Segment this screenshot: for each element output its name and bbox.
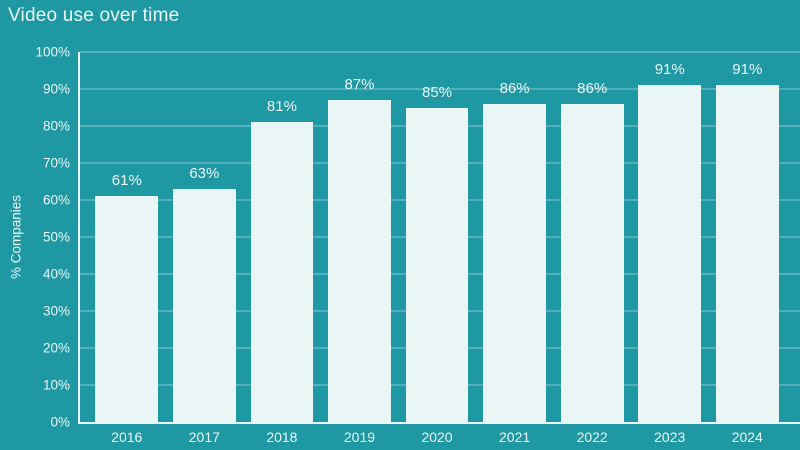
y-axis-labels: 0% 10% 20% 30% 40% 50% 60% 70% 80% 90% 100% — [0, 45, 70, 430]
x-tick-label-2018: 2018 — [266, 429, 298, 445]
y-tick-label-20: 20% — [42, 340, 70, 356]
bar-2021 — [483, 103, 546, 422]
bar-column-2024: 91% 2024 — [709, 52, 787, 445]
bar-value-label-2018: 81% — [266, 98, 297, 116]
x-tick-label-2022: 2022 — [576, 429, 608, 445]
bar-2018 — [250, 122, 314, 422]
bar-value-label-2021: 86% — [499, 79, 530, 97]
bar-2022 — [560, 103, 624, 422]
plot-area: 61% 2016 63% 2017 81% 2018 87% 2019 85% 2020 86% 20… — [78, 51, 800, 445]
bar-2024 — [715, 85, 779, 422]
bar-value-label-2017: 63% — [189, 164, 220, 182]
bar-column-2019: 87% 2019 — [321, 52, 399, 445]
x-tick-label-2023: 2023 — [654, 429, 686, 445]
bar-2023 — [638, 85, 702, 422]
y-tick-label-10: 10% — [42, 377, 70, 393]
bar-value-label-2022: 86% — [577, 79, 608, 97]
bar-column-2022: 86% 2022 — [553, 52, 631, 445]
bar-value-label-2023: 91% — [654, 61, 685, 79]
y-tick-label-50: 50% — [42, 229, 70, 245]
y-tick-label-40: 40% — [42, 266, 70, 282]
y-tick-label-60: 60% — [42, 192, 70, 208]
y-tick-label-30: 30% — [42, 303, 70, 319]
y-tick-label-0: 0% — [50, 414, 70, 430]
bar-2016 — [95, 196, 159, 422]
x-tick-label-2019: 2019 — [343, 429, 376, 445]
bar-value-label-2019: 87% — [344, 76, 375, 94]
bar-column-2021: 86% 2021 — [476, 52, 554, 445]
bars-row: 61% 2016 63% 2017 81% 2018 87% 2019 85% 2020 86% 20… — [80, 52, 800, 445]
bar-column-2017: 63% 2017 — [166, 52, 244, 445]
bar-value-label-2024: 91% — [732, 61, 763, 79]
x-tick-label-2021: 2021 — [499, 429, 531, 445]
y-tick-label-70: 70% — [42, 155, 70, 171]
x-tick-label-2020: 2020 — [421, 429, 453, 445]
bar-value-label-2020: 85% — [422, 83, 453, 101]
y-tick-label-90: 90% — [42, 81, 70, 97]
bar-value-label-2016: 61% — [111, 172, 142, 190]
x-tick-label-2017: 2017 — [188, 429, 220, 445]
bar-column-2020: 85% 2020 — [398, 52, 476, 445]
chart-title: Video use over time — [8, 5, 180, 26]
x-tick-label-2016: 2016 — [111, 429, 143, 445]
y-tick-label-80: 80% — [42, 118, 70, 134]
bar-column-2023: 91% 2023 — [631, 52, 709, 445]
bar-2017 — [172, 188, 236, 422]
y-tick-label-100: 100% — [35, 44, 70, 60]
bar-2019 — [328, 100, 391, 422]
bar-2020 — [405, 107, 469, 422]
bar-column-2018: 81% 2018 — [243, 52, 321, 445]
x-tick-label-2024: 2024 — [731, 429, 763, 445]
bar-column-2016: 61% 2016 — [88, 52, 166, 445]
